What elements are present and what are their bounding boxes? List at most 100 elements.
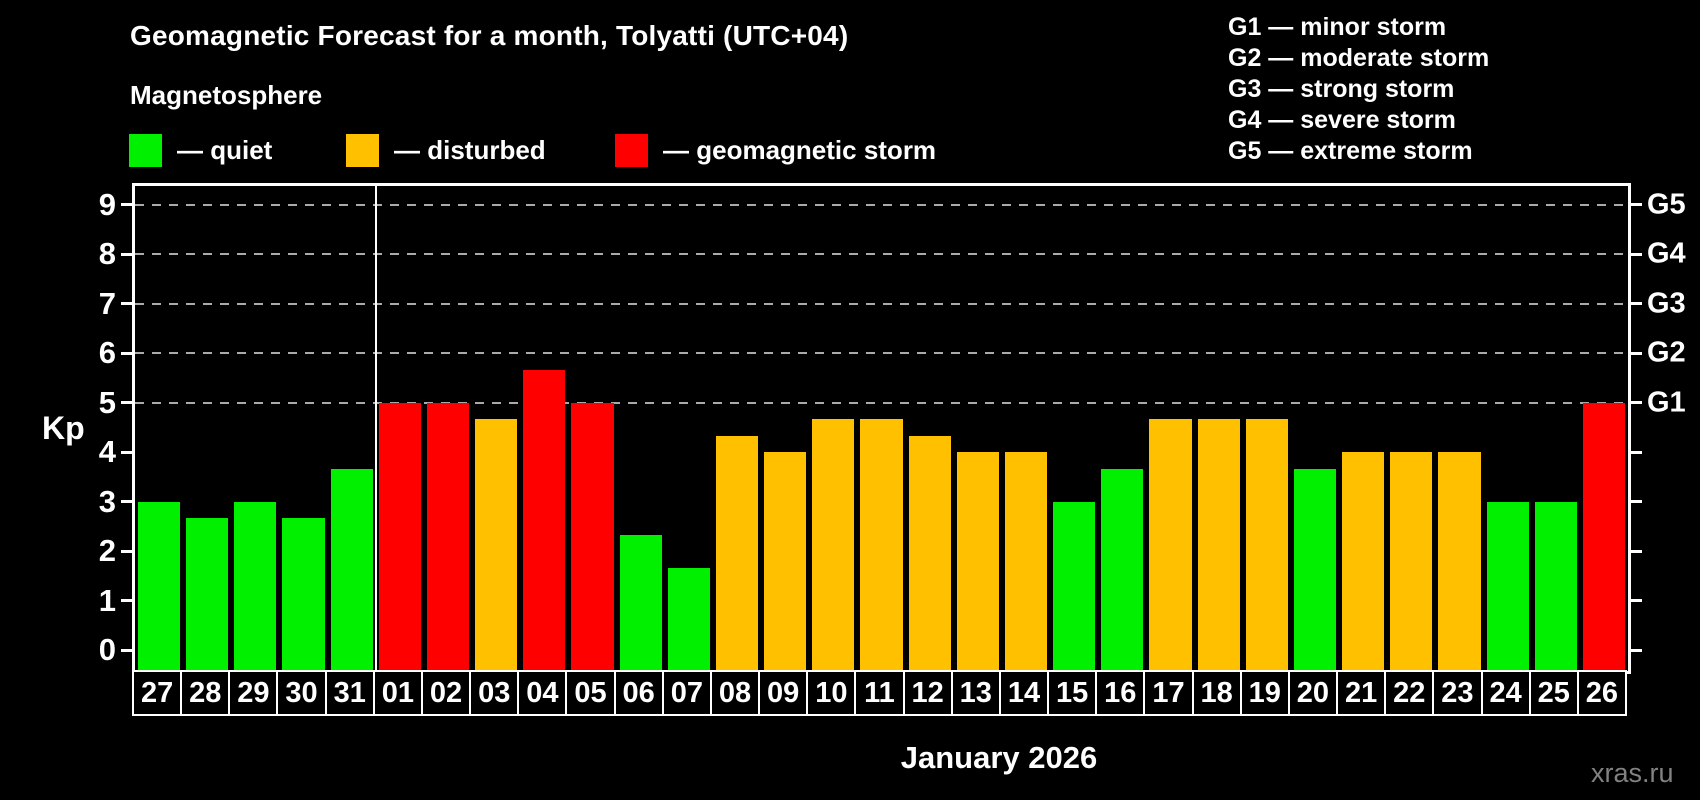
y-tick-label-6: 6 <box>98 335 116 371</box>
kp-bar-15 <box>1053 501 1096 671</box>
right-tick-kp7 <box>1631 302 1642 306</box>
kp-bar-13 <box>956 452 999 671</box>
y-tick-label-1: 1 <box>98 582 116 618</box>
right-tick-kp3 <box>1631 500 1642 504</box>
date-box-09: 09 <box>758 670 807 716</box>
gridline-kp6 <box>135 352 1628 355</box>
date-box-10: 10 <box>806 670 855 716</box>
chart-title: Geomagnetic Forecast for a month, Tolyat… <box>130 20 849 51</box>
chart-subtitle: Magnetosphere <box>130 80 323 110</box>
y-tick-label-3: 3 <box>98 483 116 519</box>
right-tick-kp9 <box>1631 203 1642 207</box>
date-box-14: 14 <box>998 670 1048 716</box>
date-box-03: 03 <box>469 670 518 716</box>
right-axis-label-g2: G2 <box>1647 336 1686 369</box>
right-axis-label-g1: G1 <box>1647 386 1686 419</box>
date-box-06: 06 <box>613 670 662 716</box>
watermark: xras.ru <box>1591 758 1674 788</box>
y-tick-label-2: 2 <box>98 533 116 569</box>
kp-bar-04 <box>523 369 566 671</box>
storm-scale-legend: G1 — minor storm G2 — moderate storm G3 … <box>1228 12 1489 167</box>
date-box-13: 13 <box>950 670 999 716</box>
date-box-30: 30 <box>276 670 325 716</box>
y-tick-label-0: 0 <box>98 632 116 668</box>
date-box-17: 17 <box>1143 670 1192 716</box>
y-tick-label-9: 9 <box>98 186 116 222</box>
plot-area <box>132 183 1631 674</box>
kp-bar-03 <box>475 419 518 671</box>
date-box-08: 08 <box>709 670 759 716</box>
left-tick-kp0 <box>121 648 132 652</box>
right-tick-kp6 <box>1631 351 1642 355</box>
storm-scale-g4: G4 — severe storm <box>1228 106 1456 134</box>
date-box-24: 24 <box>1480 670 1529 716</box>
right-tick-kp4 <box>1631 450 1642 454</box>
kp-bar-18 <box>1197 419 1240 671</box>
y-tick-label-5: 5 <box>98 384 116 420</box>
kp-bar-27 <box>138 501 181 671</box>
right-tick-kp2 <box>1631 549 1642 553</box>
left-tick-kp5 <box>121 401 132 405</box>
date-box-18: 18 <box>1191 670 1240 716</box>
left-tick-kp9 <box>121 203 132 207</box>
date-box-26: 26 <box>1576 670 1627 716</box>
date-box-20: 20 <box>1287 670 1337 716</box>
legend-label-quiet: — quiet <box>177 135 273 165</box>
y-tick-label-7: 7 <box>98 285 116 321</box>
date-box-21: 21 <box>1336 670 1385 716</box>
kp-bar-26 <box>1582 402 1625 671</box>
kp-bar-06 <box>619 535 662 671</box>
kp-bar-28 <box>186 518 229 671</box>
date-box-04: 04 <box>517 670 566 716</box>
date-box-07: 07 <box>661 670 710 716</box>
gridline-kp5 <box>135 401 1628 404</box>
date-box-12: 12 <box>902 670 951 716</box>
date-box-23: 23 <box>1432 670 1481 716</box>
legend-item-quiet: — quiet <box>129 134 272 167</box>
left-tick-kp7 <box>121 302 132 306</box>
kp-bar-14 <box>1004 452 1048 671</box>
kp-bar-12 <box>908 436 951 671</box>
y-axis-label: Kp <box>42 410 85 446</box>
date-box-16: 16 <box>1095 670 1144 716</box>
kp-bar-07 <box>667 567 710 671</box>
storm-scale-g5: G5 — extreme storm <box>1228 137 1473 165</box>
y-tick-label-4: 4 <box>98 434 116 470</box>
kp-bar-19 <box>1245 419 1288 671</box>
left-tick-kp1 <box>121 599 132 603</box>
legend-label-disturbed: — disturbed <box>394 135 546 165</box>
left-tick-kp6 <box>121 351 132 355</box>
right-axis-label-g5: G5 <box>1647 188 1686 221</box>
date-box-11: 11 <box>854 670 903 716</box>
disturbed-color-swatch <box>346 134 379 167</box>
kp-bar-22 <box>1390 452 1433 671</box>
quiet-color-swatch <box>129 134 162 167</box>
kp-bar-30 <box>282 518 325 671</box>
left-tick-kp3 <box>121 500 132 504</box>
storm-scale-g1: G1 — minor storm <box>1228 13 1447 41</box>
gridline-kp9 <box>135 203 1628 206</box>
right-axis-label-g4: G4 <box>1647 237 1686 270</box>
date-box-29: 29 <box>228 670 277 716</box>
date-box-25: 25 <box>1528 670 1577 716</box>
right-tick-kp5 <box>1631 401 1642 405</box>
date-box-02: 02 <box>420 670 470 716</box>
kp-bar-08 <box>715 436 759 671</box>
kp-bar-11 <box>860 419 903 671</box>
date-box-01: 01 <box>372 670 421 716</box>
storm-scale-g2: G2 — moderate storm <box>1228 44 1490 72</box>
right-tick-kp1 <box>1631 599 1642 603</box>
kp-bar-01 <box>378 402 421 671</box>
left-tick-kp8 <box>121 252 132 256</box>
kp-bar-20 <box>1293 468 1337 671</box>
left-tick-kp4 <box>121 450 132 454</box>
kp-bar-16 <box>1101 468 1144 671</box>
date-box-05: 05 <box>565 670 614 716</box>
date-box-31: 31 <box>324 670 373 716</box>
kp-bar-02 <box>426 402 470 671</box>
month-divider-line <box>374 186 377 671</box>
kp-bar-24 <box>1486 501 1529 671</box>
gridline-kp7 <box>135 302 1628 305</box>
x-axis-title: January 2026 <box>900 740 1098 775</box>
